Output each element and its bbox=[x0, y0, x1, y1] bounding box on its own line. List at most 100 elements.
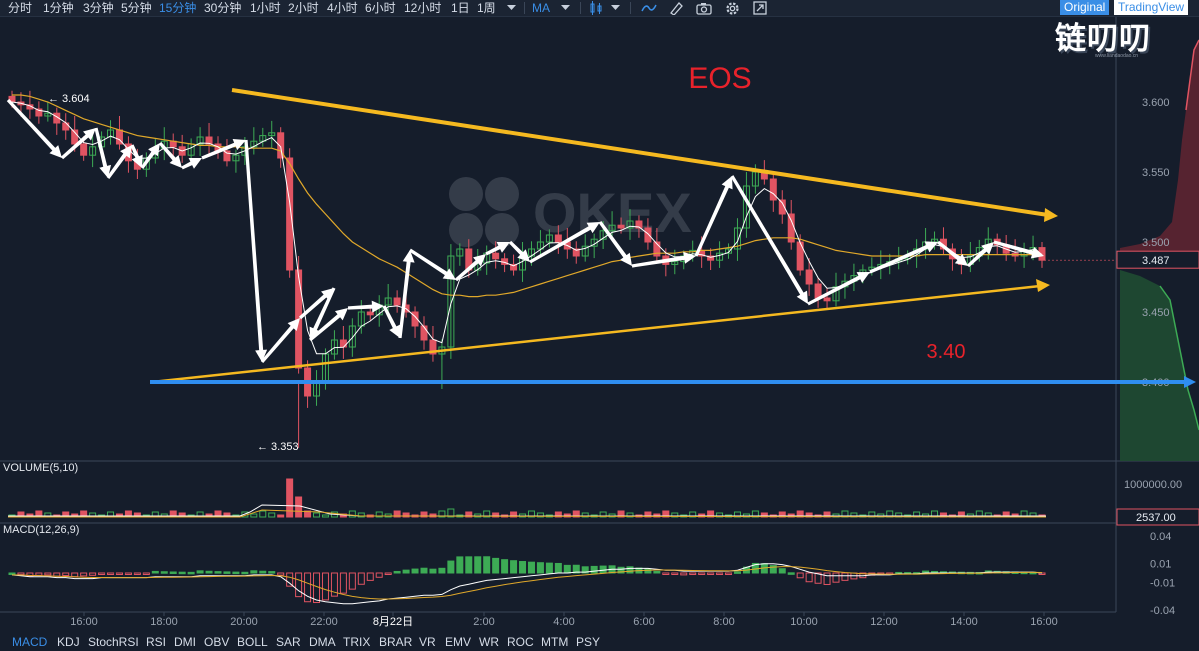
volume-bar bbox=[599, 511, 607, 518]
candlestick-chart[interactable]: OKEX3.6003.5503.5003.4503.4003.487EOS3.4… bbox=[0, 17, 1199, 633]
macd-histogram-bar bbox=[26, 572, 34, 577]
candle-body bbox=[447, 255, 455, 348]
time-tick-label: 10:00 bbox=[790, 616, 818, 628]
indicator-line-icon[interactable] bbox=[640, 0, 658, 16]
candle-body bbox=[769, 178, 777, 201]
volume-bar bbox=[295, 496, 303, 518]
macd-tick-label: 0.01 bbox=[1150, 559, 1171, 571]
indicator-tab-rsi[interactable]: RSI bbox=[146, 635, 167, 649]
timeframe-more-dropdown[interactable] bbox=[502, 0, 520, 16]
zigzag-arrow bbox=[807, 272, 870, 306]
indicator-tab-boll[interactable]: BOLL bbox=[237, 635, 268, 649]
view-tradingview-button[interactable]: TradingView bbox=[1114, 0, 1189, 15]
zigzag-arrow bbox=[508, 240, 530, 262]
macd-histogram-bar bbox=[590, 565, 598, 574]
indicator-dropdown[interactable] bbox=[556, 0, 574, 16]
indicator-select[interactable]: MA bbox=[532, 1, 550, 15]
indicator-tab-brar[interactable]: BRAR bbox=[379, 635, 413, 649]
candle-body bbox=[725, 248, 733, 254]
macd-histogram-bar bbox=[465, 556, 473, 574]
timeframe-11[interactable]: 1日 bbox=[451, 1, 470, 15]
macd-histogram-bar bbox=[80, 572, 88, 577]
volume-ma-slow bbox=[8, 509, 1047, 518]
zigzag-arrow bbox=[308, 308, 348, 342]
volume-bar bbox=[581, 512, 589, 518]
drawing-tool-icon[interactable] bbox=[667, 0, 685, 16]
indicator-tabs: MACD KDJ StochRSI RSI DMI OBV BOLL SAR DMA TRIX BR… bbox=[0, 633, 1199, 651]
time-tick-label: 8:00 bbox=[713, 616, 734, 628]
timeframe-10[interactable]: 12小时 bbox=[404, 1, 442, 15]
volume-bar bbox=[420, 511, 428, 518]
volume-bar bbox=[321, 514, 329, 518]
timeframe-5[interactable]: 30分钟 bbox=[204, 1, 242, 15]
macd-histogram-bar bbox=[698, 572, 706, 575]
candle-body bbox=[420, 325, 428, 341]
candle-body bbox=[411, 311, 419, 327]
camera-icon[interactable] bbox=[695, 0, 713, 16]
timeframe-7[interactable]: 2小时 bbox=[288, 1, 319, 15]
macd-histogram-bar bbox=[169, 571, 177, 574]
view-original-button[interactable]: Original bbox=[1060, 0, 1110, 15]
indicator-tab-dma[interactable]: DMA bbox=[309, 635, 336, 649]
candle-body bbox=[62, 122, 70, 131]
indicator-tab-dmi[interactable]: DMI bbox=[174, 635, 196, 649]
volume-bar bbox=[268, 512, 276, 518]
macd-histogram-bar bbox=[787, 572, 795, 575]
indicator-tab-sar[interactable]: SAR bbox=[276, 635, 301, 649]
timeframe-9[interactable]: 6小时 bbox=[365, 1, 396, 15]
chevron-down-icon bbox=[610, 5, 620, 10]
indicator-tab-obv[interactable]: OBV bbox=[204, 635, 230, 649]
timeframe-2[interactable]: 3分钟 bbox=[83, 1, 114, 15]
fullscreen-icon[interactable] bbox=[751, 0, 769, 16]
indicator-tab-roc[interactable]: ROC bbox=[507, 635, 534, 649]
timeframe-1[interactable]: 1分钟 bbox=[43, 1, 74, 15]
zigzag-arrow bbox=[347, 300, 384, 313]
macd-histogram-bar bbox=[71, 572, 79, 578]
indicator-tab-kdj[interactable]: KDJ bbox=[57, 635, 80, 649]
macd-histogram-bar bbox=[653, 570, 661, 574]
macd-histogram-bar bbox=[357, 572, 365, 585]
candle-type-dropdown[interactable] bbox=[606, 0, 624, 16]
indicator-tab-psy[interactable]: PSY bbox=[576, 635, 601, 649]
indicator-tab-stochrsi[interactable]: StochRSI bbox=[88, 635, 139, 649]
macd-histogram-bar bbox=[554, 562, 562, 574]
time-tick-label: 14:00 bbox=[950, 616, 978, 628]
indicator-tab-wr[interactable]: WR bbox=[479, 635, 499, 649]
indicator-tab-trix[interactable]: TRIX bbox=[343, 635, 371, 649]
settings-gear-icon[interactable] bbox=[723, 0, 741, 16]
zigzag-arrow bbox=[409, 248, 456, 280]
timeframe-0[interactable]: 分时 bbox=[8, 1, 33, 15]
candle-type-icon[interactable] bbox=[587, 0, 605, 16]
candle-body bbox=[644, 227, 652, 243]
indicator-tab-emv[interactable]: EMV bbox=[445, 635, 472, 649]
timeframe-8[interactable]: 4小时 bbox=[327, 1, 358, 15]
macd-histogram-bar bbox=[483, 556, 491, 574]
macd-histogram-bar bbox=[241, 571, 249, 575]
chart-toolbar: 分时 1分钟 3分钟 5分钟 15分钟 30分钟 1小时 2小时 4小时 6小时 12小时 1日 1周 … bbox=[0, 0, 1199, 17]
candle-body bbox=[223, 150, 231, 162]
volume-bar bbox=[536, 512, 544, 518]
current-volume-tag bbox=[1116, 508, 1199, 526]
zigzag-arrow bbox=[398, 250, 415, 339]
macd-histogram-bar bbox=[313, 572, 321, 604]
current-price-label: 3.487 bbox=[1142, 255, 1170, 267]
indicator-tab-vr[interactable]: VR bbox=[419, 635, 436, 649]
indicator-tab-macd[interactable]: MACD bbox=[12, 635, 48, 649]
support-annotation: 3.40 bbox=[927, 341, 966, 363]
macd-tick-label: -0.04 bbox=[1150, 605, 1175, 617]
macd-histogram-bar bbox=[796, 572, 804, 579]
volume-bar bbox=[617, 510, 625, 518]
timeframe-12[interactable]: 1周 bbox=[477, 1, 496, 15]
timeframe-6[interactable]: 1小时 bbox=[250, 1, 281, 15]
volume-bar bbox=[286, 478, 294, 518]
candle-body bbox=[707, 255, 715, 261]
candle-body bbox=[554, 234, 562, 243]
volume-bar bbox=[572, 510, 580, 518]
timeframe-4[interactable]: 15分钟 bbox=[159, 1, 197, 15]
timeframe-3[interactable]: 5分钟 bbox=[121, 1, 152, 15]
candle-body bbox=[823, 297, 831, 302]
macd-histogram-bar bbox=[107, 572, 115, 575]
macd-histogram-bar bbox=[805, 572, 813, 583]
volume-bar bbox=[527, 510, 535, 518]
indicator-tab-mtm[interactable]: MTM bbox=[541, 635, 569, 649]
